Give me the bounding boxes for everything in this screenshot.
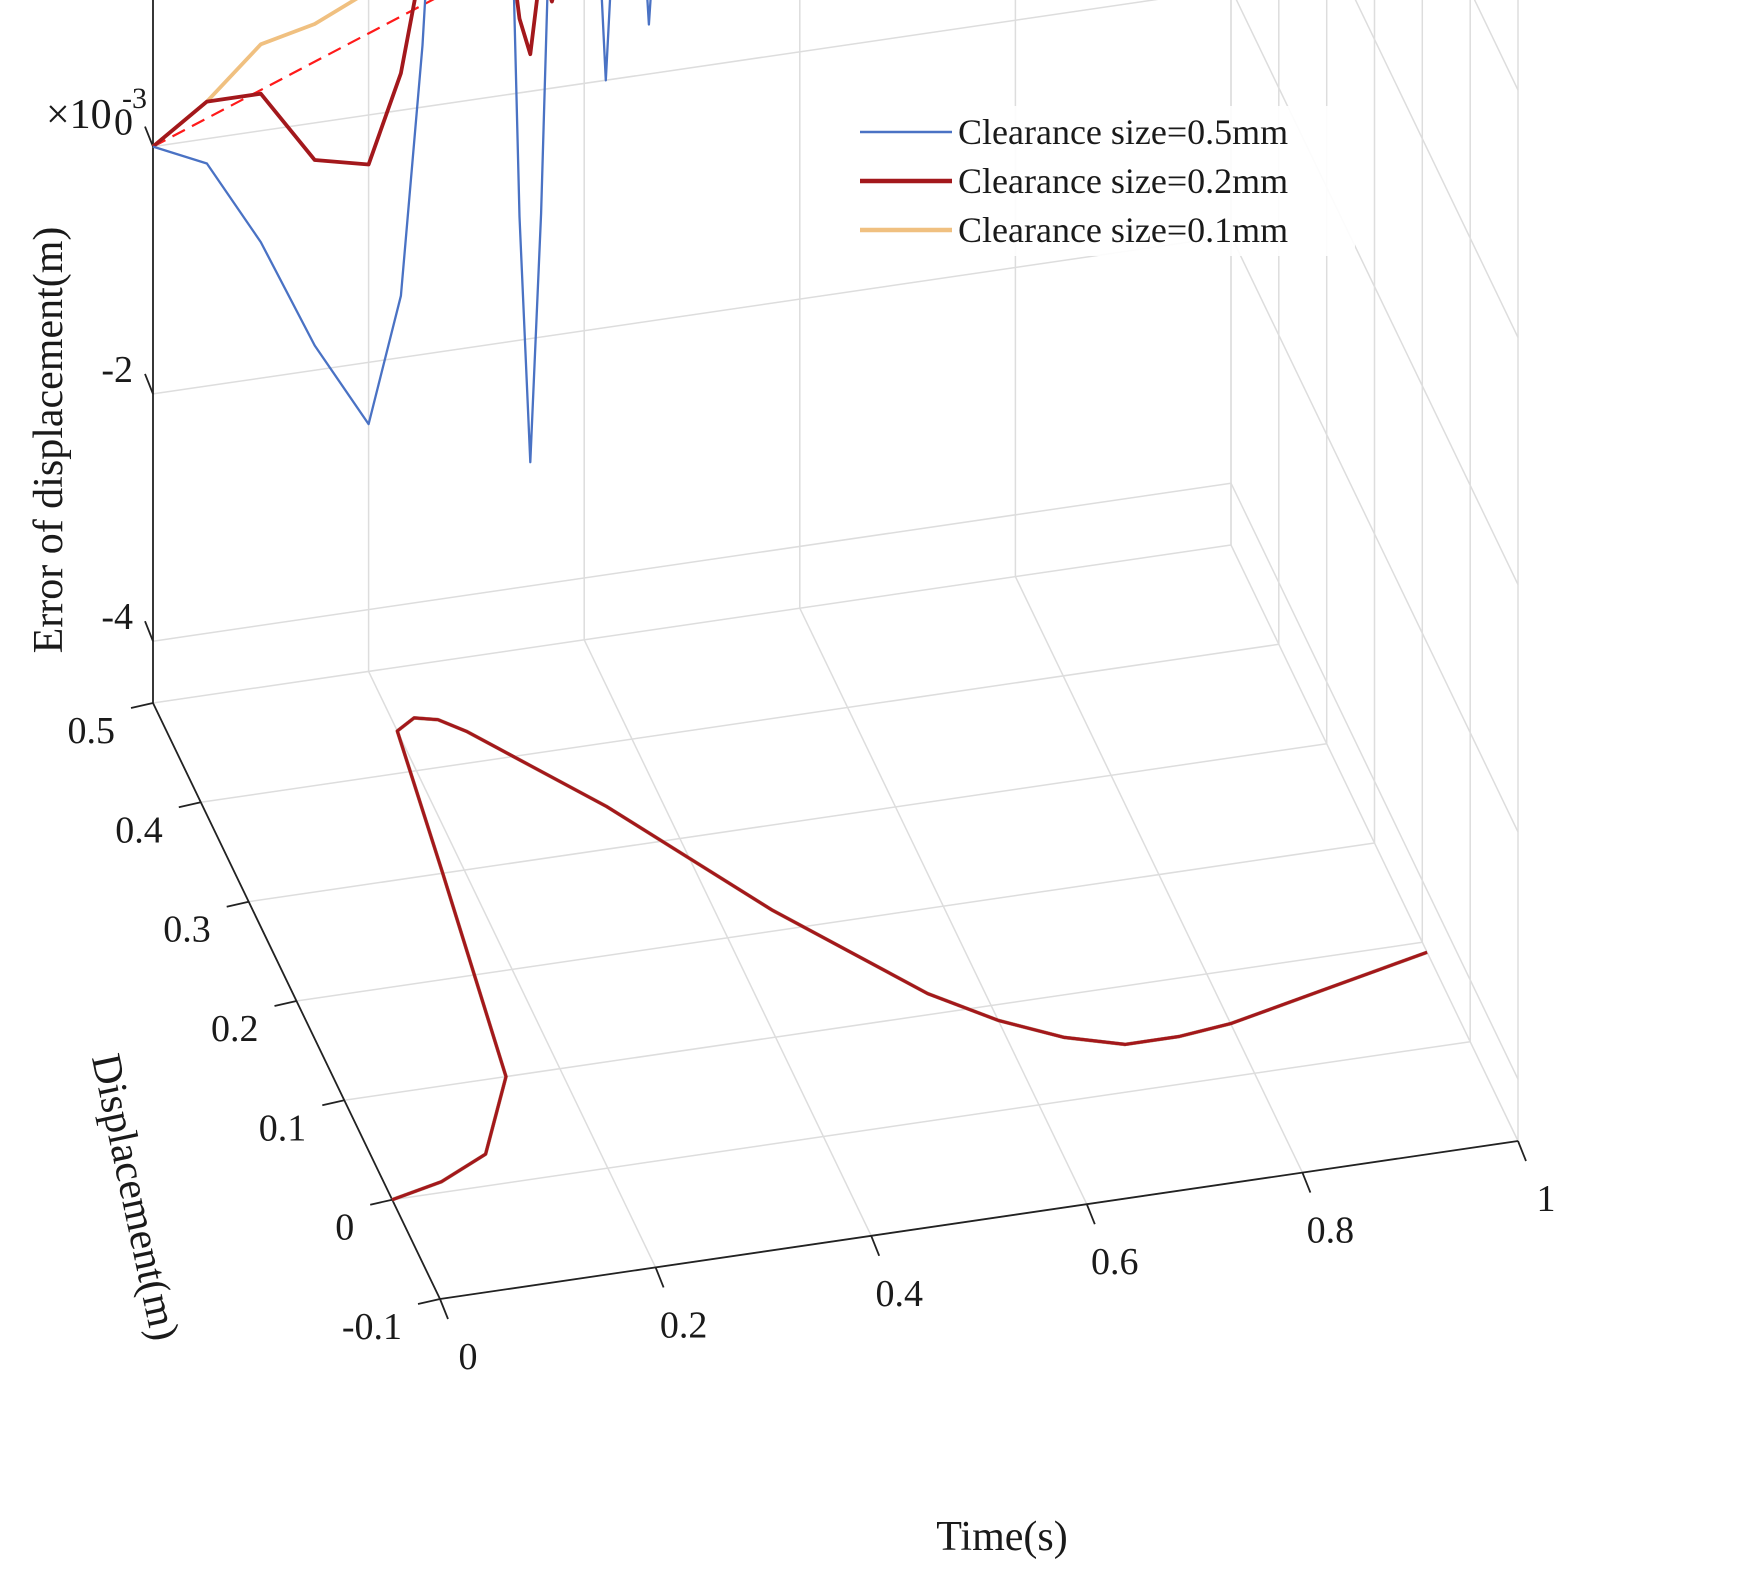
y-tick-mark [322, 1099, 345, 1107]
grid-line-floor-displacement [152, 544, 1232, 704]
z-axis-label: Error of displacement(m) [26, 227, 72, 654]
z-tick-mark [144, 620, 154, 642]
y-tick-label: 0.1 [259, 1107, 307, 1149]
y-tick-mark [417, 1298, 441, 1305]
x-tick-label: 0.6 [1091, 1241, 1139, 1283]
y-tick-label: 0.3 [163, 909, 211, 951]
z-tick-label: 0 [114, 102, 133, 144]
x-tick-label: 0.4 [875, 1273, 923, 1315]
legend-label-0-5mm: Clearance size=0.5mm [958, 112, 1288, 152]
x-tick-mark [1517, 1140, 1527, 1162]
y-tick-label: 0.2 [211, 1008, 259, 1050]
grid-line-backwall-horizontal [152, 235, 1232, 395]
axis-layer: 00.20.40.60.81-0.100.10.20.30.40.5-4-202… [68, 0, 1556, 1378]
legend-label-0-1mm: Clearance size=0.1mm [958, 210, 1288, 250]
grid-line-backwall-horizontal [152, 0, 1159, 148]
z-tick-mark [144, 373, 154, 395]
reference-dashed-line [152, 0, 435, 148]
z-tick-label: -4 [101, 596, 133, 638]
grid-line-floor-displacement [392, 1040, 1471, 1201]
x-tick-mark [1085, 1203, 1096, 1225]
z-exponent-power: -3 [122, 82, 147, 115]
y-tick-mark [178, 801, 201, 809]
x-axis-line [439, 1140, 1519, 1300]
y-tick-mark [370, 1198, 393, 1206]
grid-line-floor-displacement [200, 643, 1279, 804]
grid-line-floor-displacement [296, 842, 1375, 1002]
y-tick-label: 0.4 [115, 809, 163, 851]
x-tick-label: 1 [1537, 1178, 1556, 1220]
grid-line-sidewall-horizontal [1235, 0, 1519, 585]
z-tick-mark [144, 126, 154, 147]
y-tick-label: -0.1 [342, 1306, 402, 1348]
displacement-curve-05 [391, 716, 1428, 1202]
x-tick-label: 0.2 [660, 1304, 708, 1346]
y-tick-mark [130, 702, 154, 709]
x-tick-label: 0 [459, 1336, 478, 1378]
x-tick-label: 0.8 [1307, 1210, 1355, 1252]
y-tick-label: 0 [335, 1207, 354, 1249]
y-tick-mark [274, 1000, 297, 1007]
grid-line-sidewall-horizontal [1230, 482, 1519, 1080]
displacement-curve-02 [391, 716, 1428, 1202]
grid-line-sidewall-horizontal [1230, 235, 1519, 833]
x-tick-mark [870, 1235, 881, 1257]
grid-line-floor-displacement [344, 941, 1423, 1102]
y-axis-label: Displacement(m) [82, 1050, 188, 1345]
grid-line-backwall-horizontal [152, 482, 1232, 642]
x-tick-mark [439, 1298, 449, 1320]
grid-line-floor-displacement [248, 742, 1327, 903]
x-axis-label: Time(s) [936, 1514, 1067, 1560]
y-tick-label: 0.5 [68, 710, 116, 752]
y-tick-mark [226, 900, 249, 908]
z-tick-label: -2 [101, 349, 133, 391]
displacement-curve-01 [391, 716, 1428, 1202]
z-exponent-base: ×10 [46, 92, 112, 138]
x-tick-mark [1301, 1172, 1312, 1193]
legend-label-0-2mm: Clearance size=0.2mm [958, 161, 1288, 201]
legend: Clearance size=0.5mm Clearance size=0.2m… [855, 106, 1355, 256]
x-tick-mark [654, 1267, 665, 1288]
series-layer [151, 0, 1428, 1202]
grid-line-sidewall-horizontal [1354, 0, 1519, 338]
